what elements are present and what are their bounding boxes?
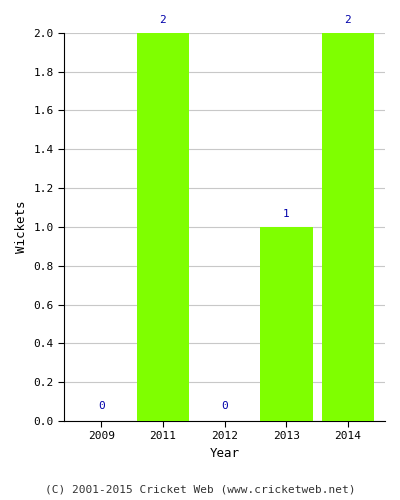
Text: 2: 2: [160, 15, 166, 25]
Bar: [137, 32, 189, 421]
Bar: [322, 32, 374, 421]
Text: 0: 0: [98, 402, 105, 411]
Bar: [260, 227, 312, 421]
Text: 1: 1: [283, 209, 290, 219]
Text: (C) 2001-2015 Cricket Web (www.cricketweb.net): (C) 2001-2015 Cricket Web (www.cricketwe…: [45, 485, 355, 495]
Y-axis label: Wickets: Wickets: [15, 200, 28, 253]
Text: 2: 2: [345, 15, 351, 25]
X-axis label: Year: Year: [210, 447, 240, 460]
Text: 0: 0: [221, 402, 228, 411]
